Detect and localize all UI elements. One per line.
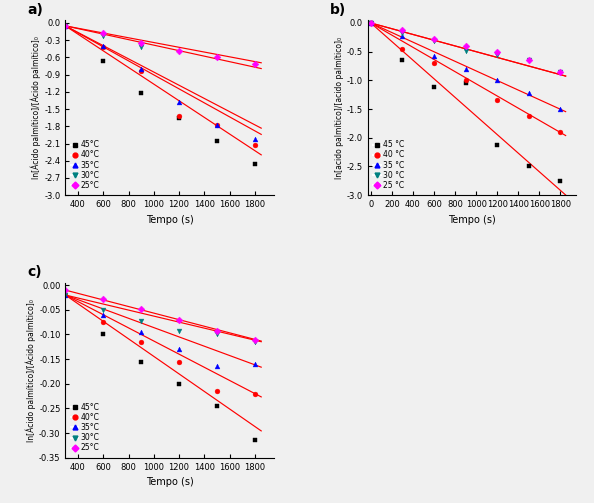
Y-axis label: ln[Ácido palmítico]/[Ácido palmítico]₀: ln[Ácido palmítico]/[Ácido palmítico]₀ (26, 299, 36, 442)
Legend: 45 °C, 40 °C, 35 °C, 30 °C, 25 °C: 45 °C, 40 °C, 35 °C, 30 °C, 25 °C (371, 139, 406, 191)
Legend: 45°C, 40°C, 35°C, 30°C, 25°C: 45°C, 40°C, 35°C, 30°C, 25°C (69, 401, 101, 454)
Legend: 45°C, 40°C, 35°C, 30°C, 25°C: 45°C, 40°C, 35°C, 30°C, 25°C (69, 139, 101, 191)
Y-axis label: ln[acido palmítico]/[acido palmítico]₀: ln[acido palmítico]/[acido palmítico]₀ (335, 37, 344, 179)
Text: c): c) (28, 265, 42, 279)
X-axis label: Tempo (s): Tempo (s) (448, 215, 496, 224)
Y-axis label: ln[Ácido palmítico]/[Ácido palmítico]₀: ln[Ácido palmítico]/[Ácido palmítico]₀ (31, 36, 42, 179)
Text: b): b) (330, 3, 346, 17)
X-axis label: Tempo (s): Tempo (s) (146, 215, 194, 224)
Text: a): a) (28, 3, 44, 17)
X-axis label: Tempo (s): Tempo (s) (146, 477, 194, 487)
